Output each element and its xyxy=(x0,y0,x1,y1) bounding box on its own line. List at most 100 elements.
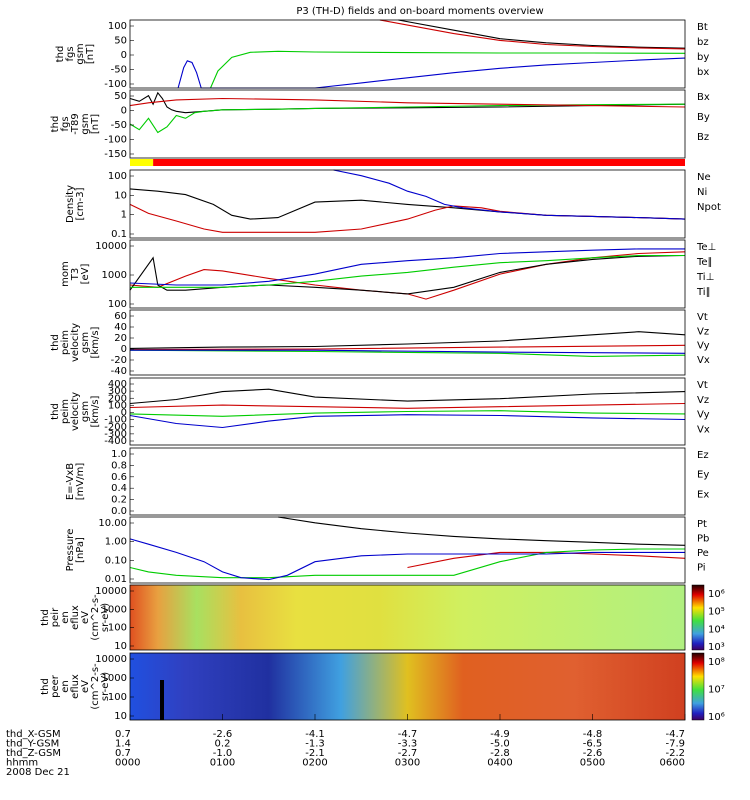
y-axis-label: eflux xyxy=(70,674,81,699)
y-axis-label: gsm xyxy=(75,43,86,64)
legend-entry: Pt xyxy=(697,519,707,530)
x-tick-label: 0400 xyxy=(487,758,512,769)
legend-entry: Pe xyxy=(697,548,709,559)
x-row-label: hhmm xyxy=(6,758,38,769)
y-tick-label: 40 xyxy=(114,322,127,333)
x-tick-label: 0000 xyxy=(115,758,140,769)
y-tick-label: 10 xyxy=(114,190,127,201)
y-tick-label: -20 xyxy=(111,355,127,366)
series-line xyxy=(379,19,686,50)
y-tick-label: 10000 xyxy=(95,241,127,252)
y-tick-label: 10000 xyxy=(95,586,127,597)
x-row-label: thd_Z-GSM xyxy=(6,748,61,759)
y-axis-label: mom xyxy=(60,261,71,287)
legend-entry: bz xyxy=(697,37,709,48)
colorbar xyxy=(691,652,705,721)
y-axis-label: thd xyxy=(40,609,51,626)
panel-frame xyxy=(129,584,686,651)
y-tick-label: 0.01 xyxy=(105,574,127,585)
legend-entry: Bt xyxy=(697,22,708,33)
y-tick-label: -200 xyxy=(104,422,127,433)
series-line xyxy=(129,248,685,286)
y-axis-label: velocity xyxy=(70,323,81,362)
y-axis-label: sr-eV) xyxy=(100,672,111,701)
y-axis-label: [eV] xyxy=(80,264,91,285)
legend-entry: Vt xyxy=(697,380,708,391)
y-tick-label: 50 xyxy=(114,36,127,47)
legend-entry: Te⊥ xyxy=(696,242,716,253)
y-axis-label: [nPa] xyxy=(75,537,86,563)
x-tick-label: 0.2 xyxy=(215,739,231,750)
y-tick-label: 0.0 xyxy=(111,506,127,517)
series-line xyxy=(129,414,686,429)
x-tick-label: -2.6 xyxy=(583,748,603,759)
y-tick-label: 0 xyxy=(121,344,127,355)
y-axis-label: eV xyxy=(80,680,91,693)
legend-entry: Ti⊥ xyxy=(696,272,714,283)
x-tick-label: 0200 xyxy=(302,758,327,769)
panel-peer_eflux: 10⁸ 10⁷ 10⁶ 10000 1000 100 10 thd peer en eflux eV(… xyxy=(40,652,725,723)
panel-pressure: 10.00 1.00 0.10 0.01 Pressure [nPa] Pt Pb Pe Pi xyxy=(65,516,709,585)
x-tick-label: -1.0 xyxy=(213,748,233,759)
y-axis-label: velocity xyxy=(70,392,81,431)
legend-entry: Ti∥ xyxy=(696,287,711,298)
x-tick-label: -4.8 xyxy=(583,729,603,740)
flag-segment xyxy=(130,159,154,166)
y-tick-label: 20 xyxy=(114,333,127,344)
y-axis-label: fgs xyxy=(65,46,76,61)
x-tick-label: -6.5 xyxy=(583,739,603,750)
series-line xyxy=(209,50,686,89)
colorbar-tick-label: 10⁶ xyxy=(708,589,725,600)
legend-entry: by xyxy=(697,52,709,63)
y-tick-label: 100 xyxy=(108,623,127,634)
colorbar-tick-label: 10³ xyxy=(708,642,725,653)
y-tick-label: 100 xyxy=(108,171,127,182)
y-axis-label: Pressure xyxy=(65,529,76,572)
y-axis-label: en xyxy=(60,680,71,693)
panel-frame xyxy=(129,309,686,376)
y-tick-label: -40 xyxy=(111,366,127,377)
series-line xyxy=(130,349,686,354)
panel-frame xyxy=(129,516,686,584)
colorbar-tick-label: 10⁵ xyxy=(708,607,725,618)
plot-area xyxy=(130,448,685,515)
y-tick-label: -100 xyxy=(104,135,127,146)
legend-entry: Ex xyxy=(697,489,709,500)
colorbar-tick-label: 10⁶ xyxy=(708,712,725,723)
y-tick-label: 100 xyxy=(108,692,127,703)
y-tick-label: -400 xyxy=(104,436,127,447)
panel-peir_eflux: 10⁶ 10⁵ 10⁴ 10³ 10000 1000 100 10 thd peir en eflux… xyxy=(40,584,725,653)
panel-frame xyxy=(129,377,686,446)
series-line xyxy=(129,538,685,581)
panel-frame xyxy=(129,89,686,159)
legend-entry: Vz xyxy=(697,395,709,406)
y-tick-label: 400 xyxy=(108,379,127,390)
y-axis-label: thd xyxy=(55,46,66,63)
x-tick-label: 1.4 xyxy=(115,739,131,750)
series-line xyxy=(129,388,686,405)
x-row-label: thd_X-GSM xyxy=(6,729,61,740)
plot-area xyxy=(130,20,685,88)
x-tick-label: 0.7 xyxy=(115,729,131,740)
legend-entry: By xyxy=(697,112,710,123)
y-axis-label: -T89 xyxy=(70,113,81,135)
y-tick-label: 1.0 xyxy=(111,449,127,460)
colorbar-tick-label: 10⁷ xyxy=(708,685,725,696)
series-line xyxy=(130,254,685,288)
panel-frame xyxy=(129,169,686,239)
series-line xyxy=(398,19,686,49)
panel-frame xyxy=(129,447,686,516)
y-tick-label: 1.00 xyxy=(105,537,127,548)
legend-entry: Pb xyxy=(697,534,709,545)
y-axis-label: [nT] xyxy=(90,114,101,134)
figure-title: P3 (TH-D) fields and on-board moments ov… xyxy=(296,6,543,17)
legend-entry: Ez xyxy=(697,450,709,461)
y-tick-label: 0.1 xyxy=(111,229,127,240)
spectrogram-image xyxy=(130,585,685,650)
series-line xyxy=(129,97,686,108)
series-line xyxy=(333,169,686,220)
plot-area xyxy=(130,310,685,375)
y-axis-label: thd xyxy=(50,403,61,420)
y-axis-label: thd xyxy=(50,334,61,351)
